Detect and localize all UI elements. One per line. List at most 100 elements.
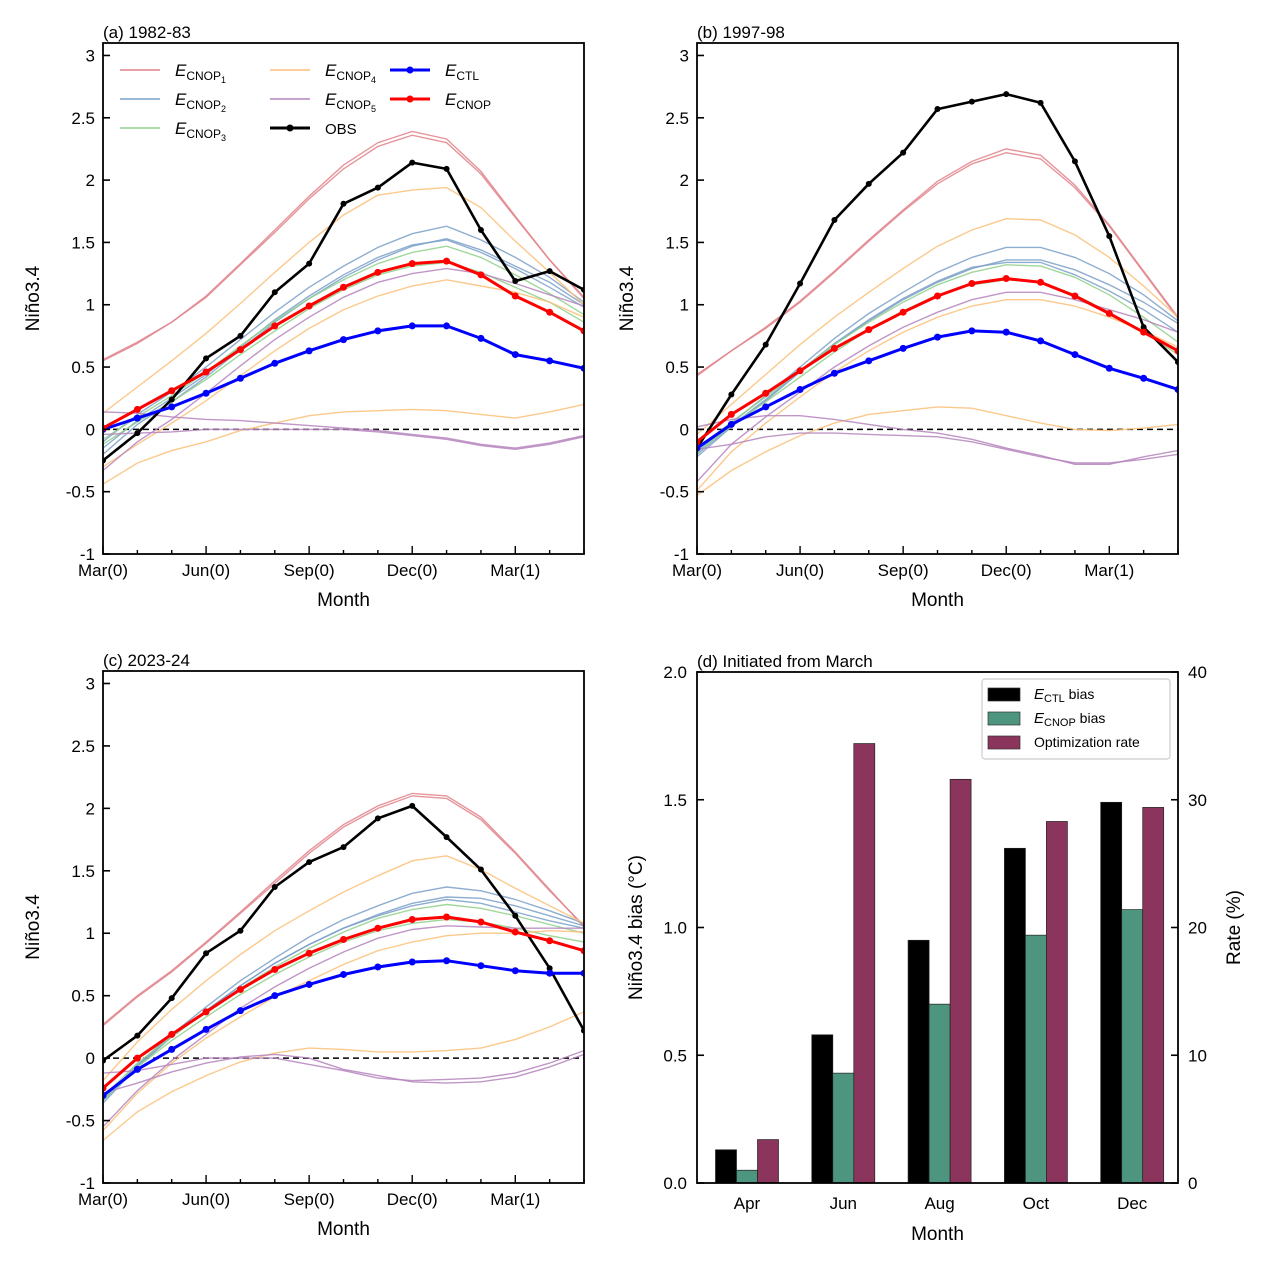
data-point-obs — [134, 430, 141, 437]
data-point-e-ctl — [202, 1025, 210, 1033]
data-point-e-cnop — [443, 257, 451, 265]
data-point-e-ctl — [968, 327, 976, 335]
legend-label: ECNOP bias — [1034, 710, 1105, 729]
data-point-obs — [306, 859, 313, 866]
data-point-e-cnop — [546, 937, 554, 945]
legend-entry: ECNOP bias — [987, 710, 1105, 729]
bar-e-cnop-bias-aug — [928, 1003, 951, 1184]
panel-title: (b) 1997-98 — [697, 23, 785, 42]
data-point-e-ctl — [511, 967, 519, 975]
series-line-e-cnop5-member-2 — [697, 415, 1178, 465]
series-line-e-cnop5-member-3 — [103, 1053, 584, 1094]
series-line-e-cnop4-member-2 — [103, 929, 584, 1132]
data-point-e-cnop — [340, 935, 347, 943]
data-point-obs — [934, 106, 941, 113]
data-point-obs — [340, 200, 347, 207]
legend-label-sub: CNOP — [186, 98, 221, 112]
data-point-obs — [1071, 158, 1078, 165]
data-point-e-ctl — [477, 962, 485, 970]
data-point-e-ctl — [340, 970, 347, 978]
legend-label: ECNOP4 — [325, 61, 376, 85]
data-point-e-ctl — [443, 322, 451, 330]
legend-label-sub: CTL — [1044, 693, 1065, 705]
data-point-e-cnop — [796, 367, 804, 375]
x-tick-label: Jun(0) — [776, 561, 824, 580]
y-axis-label: Niño3.4 — [23, 894, 44, 960]
legend-box — [981, 678, 1171, 760]
bar-e-cnop-bias-oct — [1025, 934, 1047, 1184]
y-tick-label: -1 — [80, 545, 95, 564]
data-point-e-ctl — [1037, 337, 1045, 345]
legend-label-sub: CNOP — [1044, 717, 1076, 729]
y-tick-label: 2.5 — [71, 109, 95, 128]
x-tick-label: Mar(1) — [1084, 561, 1134, 580]
y-tick-label: -0.5 — [66, 1112, 95, 1131]
y-tick-label: 3 — [680, 46, 689, 65]
x-tick-label: Dec — [1117, 1194, 1148, 1213]
bar-e-ctl-bias-oct — [1004, 847, 1026, 1184]
series-line-e-cnop4-member-2 — [697, 299, 1178, 491]
data-point-e-cnop — [899, 308, 907, 316]
data-point-e-cnop — [133, 405, 141, 413]
bar-e-ctl-bias-apr — [715, 1149, 737, 1184]
y-tick-label: 1 — [86, 924, 95, 943]
legend-label: ECNOP — [445, 90, 491, 112]
data-point-e-ctl — [168, 403, 176, 411]
y-tick-label: 1.5 — [665, 233, 689, 252]
data-point-obs — [968, 98, 975, 105]
panel-c: -1 -0.5 0 0.5 1 1.5 2 2.5 3 Mar(0) Jun(0) Sep(0) Dec… — [23, 651, 585, 1240]
series-line-e-cnop5-member-1 — [103, 267, 584, 472]
data-point-e-ctl — [374, 963, 382, 971]
series-line-e-cnop3-member-1 — [103, 245, 584, 440]
plot-area — [697, 91, 1178, 496]
data-point-e-ctl — [202, 389, 210, 397]
x-tick-label: Mar(1) — [490, 1190, 540, 1209]
bar-optimization-rate-aug — [949, 778, 972, 1184]
series-line-e-cnop1-member-1 — [103, 130, 584, 362]
y2-tick-label: 40 — [1188, 663, 1207, 682]
data-point-e-ctl — [1071, 351, 1079, 359]
data-point-e-cnop — [477, 918, 485, 926]
data-point-obs — [340, 844, 347, 851]
data-point-obs — [306, 260, 313, 267]
legend-label-sub: CNOP — [186, 127, 221, 141]
legend-label-main: E — [325, 61, 337, 80]
legend-label: ECNOP5 — [325, 90, 376, 114]
x-tick-label: Apr — [734, 1194, 761, 1213]
legend-label-rest: bias — [1076, 710, 1106, 726]
legend-label: ECNOP1 — [175, 61, 226, 85]
data-point-obs — [134, 1032, 141, 1039]
series-line-e-cnop2-member-3 — [103, 237, 584, 455]
data-point-obs — [237, 332, 244, 339]
legend-label-subsub: 5 — [371, 104, 376, 114]
data-point-e-cnop — [168, 387, 176, 395]
data-point-obs — [477, 226, 484, 233]
series-line-e-cnop1-member-2 — [103, 795, 584, 1027]
data-point-e-cnop — [236, 346, 244, 354]
data-point-e-cnop — [546, 308, 554, 316]
panel-b: -1 -0.5 0 0.5 1 1.5 2 2.5 3 Mar(0) Jun(0) Sep(0) Dec… — [617, 23, 1179, 611]
x-tick-label: Jun — [830, 1194, 857, 1213]
bar-e-cnop-bias-jun — [832, 1072, 855, 1184]
data-point-e-cnop — [374, 268, 382, 276]
y-tick-label: 2.5 — [665, 109, 689, 128]
data-point-e-cnop — [168, 1030, 176, 1038]
legend-label: ECNOP3 — [175, 119, 226, 143]
series-line-e-cnop5-member-2 — [103, 1049, 584, 1082]
y-tick-label: 1 — [680, 296, 689, 315]
y-tick-label: 1.0 — [663, 919, 687, 938]
legend-label-main: OBS — [325, 121, 357, 138]
x-tick-label: Mar(0) — [78, 561, 128, 580]
data-point-obs — [409, 159, 416, 166]
x-tick-label: Dec(0) — [387, 1190, 438, 1209]
legend-label-main: E — [1034, 686, 1045, 703]
data-point-e-cnop — [511, 292, 519, 300]
bar-optimization-rate-dec — [1142, 807, 1165, 1184]
legend-swatch — [987, 735, 1021, 750]
data-point-e-cnop — [762, 389, 770, 397]
x-tick-label: Jun(0) — [182, 1190, 230, 1209]
y-axis-label: Niño3.4 — [617, 265, 638, 331]
series-line-e-cnop — [697, 277, 1178, 443]
series-line-e-cnop5-member-2 — [103, 411, 584, 449]
data-point-e-ctl — [1140, 374, 1148, 382]
